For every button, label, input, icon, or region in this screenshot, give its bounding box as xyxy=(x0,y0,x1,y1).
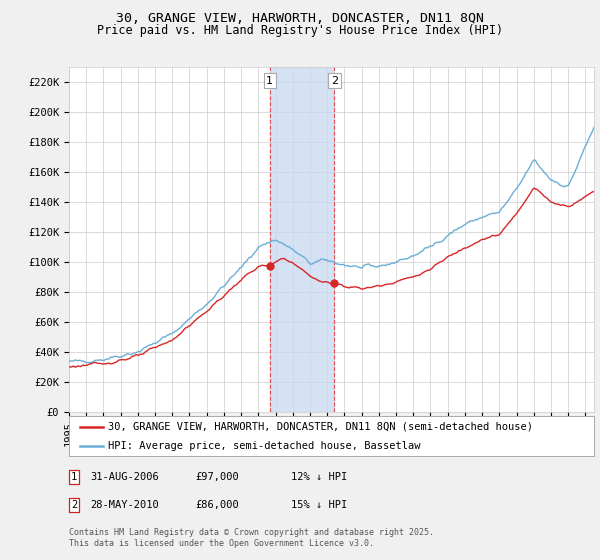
Text: 30, GRANGE VIEW, HARWORTH, DONCASTER, DN11 8QN (semi-detached house): 30, GRANGE VIEW, HARWORTH, DONCASTER, DN… xyxy=(109,422,533,432)
Bar xyxy=(270,67,334,412)
Text: 2: 2 xyxy=(71,500,77,510)
Text: 12% ↓ HPI: 12% ↓ HPI xyxy=(291,472,347,482)
Text: £86,000: £86,000 xyxy=(195,500,239,510)
Text: 28-MAY-2010: 28-MAY-2010 xyxy=(90,500,159,510)
Text: 1: 1 xyxy=(266,76,274,86)
Text: 15% ↓ HPI: 15% ↓ HPI xyxy=(291,500,347,510)
Text: Price paid vs. HM Land Registry's House Price Index (HPI): Price paid vs. HM Land Registry's House … xyxy=(97,24,503,36)
Text: Contains HM Land Registry data © Crown copyright and database right 2025.
This d: Contains HM Land Registry data © Crown c… xyxy=(69,528,434,548)
Text: £97,000: £97,000 xyxy=(195,472,239,482)
Text: 31-AUG-2006: 31-AUG-2006 xyxy=(90,472,159,482)
Text: 2: 2 xyxy=(331,76,338,86)
Text: 1: 1 xyxy=(71,472,77,482)
Text: HPI: Average price, semi-detached house, Bassetlaw: HPI: Average price, semi-detached house,… xyxy=(109,441,421,450)
Text: 30, GRANGE VIEW, HARWORTH, DONCASTER, DN11 8QN: 30, GRANGE VIEW, HARWORTH, DONCASTER, DN… xyxy=(116,12,484,25)
